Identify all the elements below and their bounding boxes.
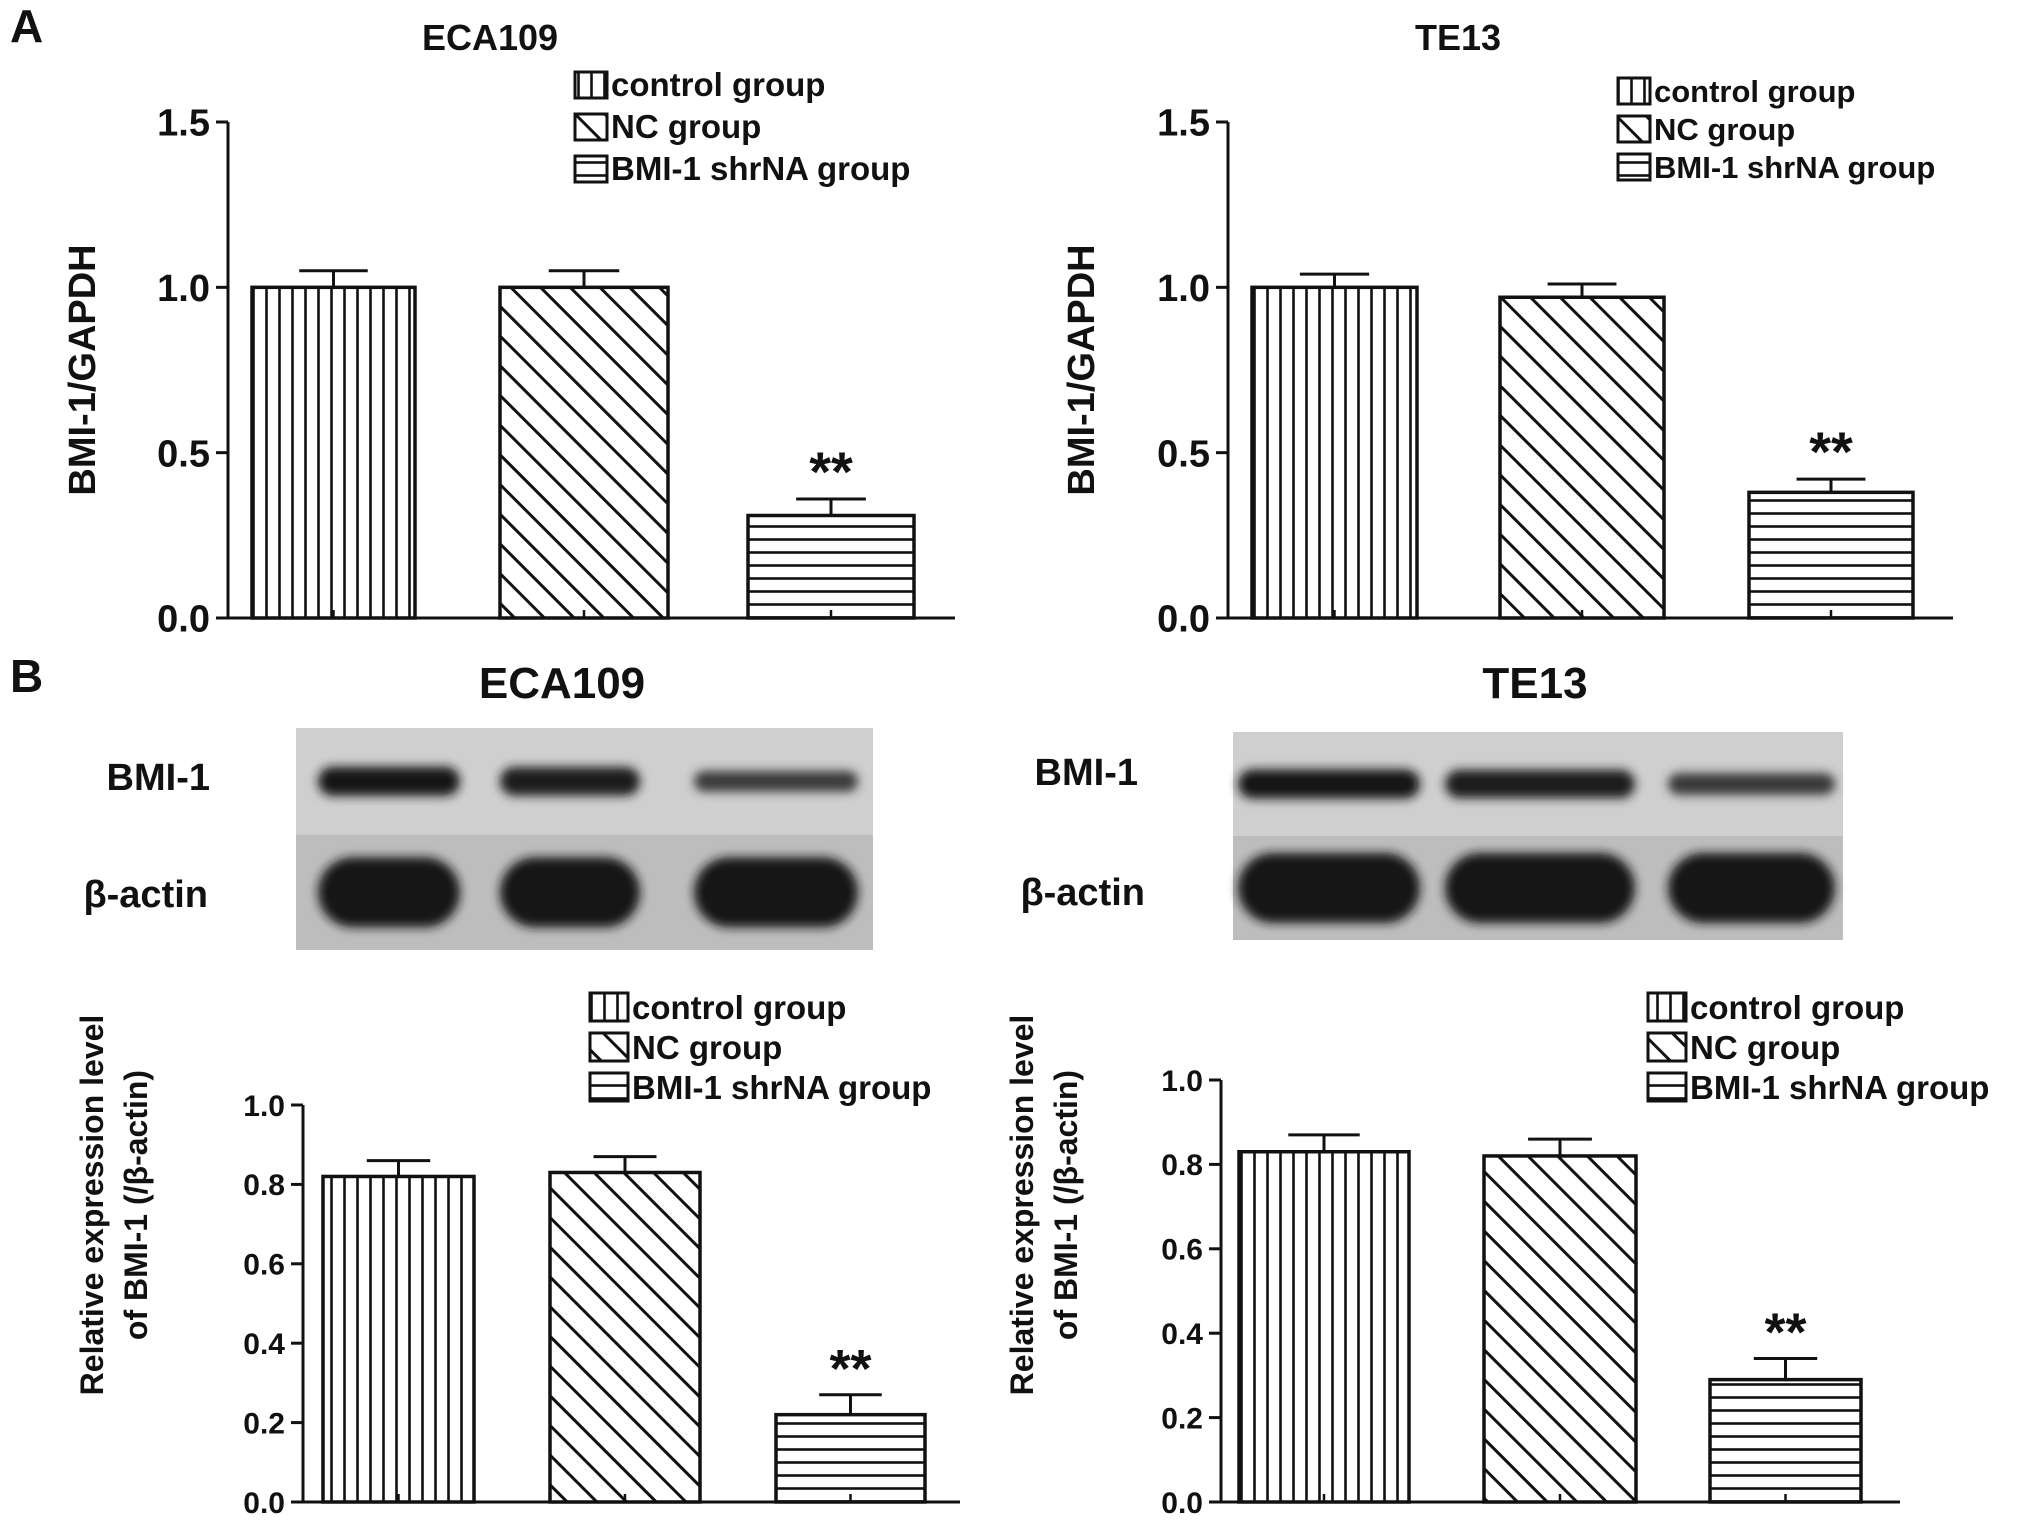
legend-swatch (1616, 114, 1652, 144)
y-tick-label: 1.0 (243, 1090, 285, 1123)
band-bmi1-lane-2 (1445, 769, 1635, 799)
bar-control (1237, 1149, 1411, 1504)
western-blot-te13: TE13 BMI-1 β-actin (1020, 659, 1843, 940)
legend-swatch (1616, 152, 1652, 182)
legend-label: control group (1690, 989, 1904, 1026)
y-axis-label-line-2: of BMI-1 (/β-actin) (1048, 1070, 1084, 1340)
legend-swatch (588, 1031, 630, 1063)
significance-marker: ** (1764, 1303, 1806, 1363)
legend-label: NC group (611, 108, 761, 145)
y-tick-label: 0.8 (243, 1169, 285, 1202)
band-bmi1-lane-3 (694, 770, 858, 792)
y-tick-label: 0.4 (1161, 1318, 1203, 1351)
legend-label: control group (632, 989, 846, 1026)
band-bmi1-lane-1 (318, 766, 460, 796)
bar-shrna (774, 1412, 927, 1504)
blot-title: TE13 (1482, 659, 1587, 708)
legend-swatch (588, 1071, 630, 1103)
panel-letter-a: A (10, 0, 43, 52)
blot-label-actin: β-actin (1020, 872, 1145, 914)
significance-marker: ** (1809, 420, 1853, 483)
chart-title: ECA109 (422, 17, 558, 58)
legend-label: NC group (632, 1029, 782, 1066)
band-actin-lane-1 (1238, 853, 1420, 923)
y-tick-label: 0.0 (1157, 599, 1210, 641)
chart-eca109-actin: 0.0 0.2 0.4 0.6 0.8 1.0 Relative expression le… (74, 989, 960, 1520)
bar-nc (1498, 295, 1666, 620)
band-actin-lane-2 (1445, 853, 1635, 923)
band-actin-lane-2 (500, 857, 640, 928)
bar-control (321, 1174, 476, 1504)
bar-nc (548, 1170, 702, 1504)
band-actin-lane-3 (1668, 853, 1835, 923)
legend-label: control group (1654, 74, 1855, 109)
legend-swatch (573, 112, 609, 142)
legend: control group NC group BMI-1 shrNA group (573, 66, 910, 187)
band-bmi1-lane-2 (500, 766, 640, 796)
bar-nc (498, 285, 670, 620)
blot-label-bmi1: BMI-1 (1035, 752, 1138, 794)
legend-swatch (588, 991, 630, 1023)
legend-label: BMI-1 shrNA group (1690, 1069, 1989, 1106)
y-axis-label-line-2: of BMI-1 (/β-actin) (118, 1070, 154, 1340)
legend-swatch (573, 70, 609, 100)
y-tick-label: 1.0 (1157, 268, 1210, 310)
bar-nc (1482, 1154, 1638, 1504)
significance-marker: ** (809, 440, 853, 503)
y-axis-label: Relative expression level (1004, 1015, 1040, 1396)
band-actin-lane-1 (318, 857, 460, 928)
y-tick-label: 0.5 (157, 433, 210, 475)
y-axis-label: BMI-1/GAPDH (62, 244, 104, 495)
chart-eca109-gapdh: ECA109 0.0 0.5 1.0 1.5 BMI-1/GAPDH ** control g… (62, 17, 955, 641)
western-blot-eca109: ECA109 BMI-1 β-actin (83, 659, 873, 950)
bar-shrna (1747, 490, 1915, 620)
y-tick-label: 1.0 (1161, 1065, 1203, 1098)
bar-control (250, 285, 417, 620)
y-axis-label: Relative expression level (74, 1015, 110, 1396)
significance-marker: ** (829, 1339, 871, 1399)
chart-title: TE13 (1415, 17, 1501, 58)
legend-label: control group (611, 66, 825, 103)
blot-label-actin: β-actin (83, 874, 208, 916)
legend-label: NC group (1654, 112, 1795, 147)
bar-shrna (746, 513, 916, 620)
y-tick-label: 1.5 (157, 103, 210, 145)
y-tick-label: 0.8 (1161, 1149, 1203, 1182)
y-tick-label: 0.2 (1161, 1402, 1203, 1435)
legend-swatch (1646, 1031, 1688, 1063)
bar-shrna (1708, 1377, 1863, 1504)
legend-swatch (1646, 1071, 1688, 1103)
y-tick-label: 0.0 (243, 1487, 285, 1520)
y-tick-label: 0.4 (243, 1328, 285, 1361)
y-tick-label: 0.2 (243, 1407, 285, 1440)
legend-swatch (573, 154, 609, 184)
legend-label: NC group (1690, 1029, 1840, 1066)
bar-control (1250, 285, 1419, 620)
legend-label: BMI-1 shrNA group (632, 1069, 931, 1106)
y-tick-label: 0.0 (1161, 1487, 1203, 1520)
blot-title: ECA109 (479, 659, 645, 708)
y-tick-label: 1.5 (1157, 103, 1210, 145)
chart-te13-gapdh: TE13 0.0 0.5 1.0 1.5 BMI-1/GAPDH ** control gro… (1061, 17, 1953, 641)
y-tick-label: 1.0 (157, 268, 210, 310)
band-actin-lane-3 (694, 857, 858, 928)
y-tick-label: 0.5 (1157, 433, 1210, 475)
legend-label: BMI-1 shrNA group (611, 150, 910, 187)
legend-label: BMI-1 shrNA group (1654, 150, 1935, 185)
band-bmi1-lane-3 (1668, 773, 1835, 795)
panel-letter-b: B (10, 650, 43, 702)
y-tick-label: 0.0 (157, 599, 210, 641)
y-tick-label: 0.6 (243, 1249, 285, 1282)
y-tick-label: 0.6 (1161, 1234, 1203, 1267)
legend-swatch (1616, 76, 1652, 106)
chart-te13-actin: 0.0 0.2 0.4 0.6 0.8 1.0 Relative expression le… (1004, 989, 1989, 1520)
blot-label-bmi1: BMI-1 (107, 757, 210, 799)
y-axis-label: BMI-1/GAPDH (1061, 244, 1103, 495)
band-bmi1-lane-1 (1238, 769, 1420, 799)
legend-swatch (1646, 991, 1688, 1023)
